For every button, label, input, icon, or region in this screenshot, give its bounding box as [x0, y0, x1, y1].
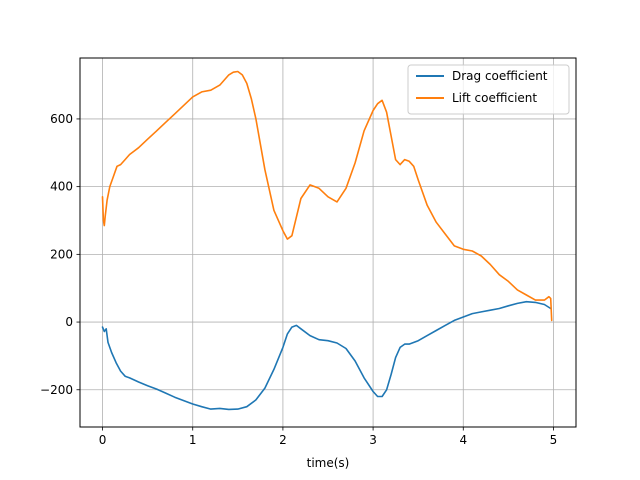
y-tick-label: 0: [65, 315, 73, 329]
x-tick-label: 2: [279, 433, 287, 447]
y-tick-label: 400: [50, 180, 73, 194]
y-tick-label: 200: [50, 247, 73, 261]
x-tick-label: 0: [99, 433, 107, 447]
grid: [80, 58, 576, 427]
plot-frame: [79, 57, 577, 428]
x-axis-label: time(s): [307, 456, 350, 470]
y-tick-label: 600: [50, 112, 73, 126]
legend-label-drag: Drag coefficient: [452, 69, 548, 83]
legend: Drag coefficient Lift coefficient: [407, 64, 570, 115]
x-tick-label: 5: [550, 433, 558, 447]
series-line-drag-coefficient: [101, 300, 552, 411]
legend-box: [407, 64, 570, 115]
x-tick-label: 4: [459, 433, 467, 447]
x-tick-label: 1: [189, 433, 197, 447]
series-lines: [101, 70, 553, 411]
y-tick-label: −200: [40, 383, 73, 397]
ticks: 0 1 2 3 4 5 −200 0 200 400 600: [40, 112, 557, 447]
legend-label-lift: Lift coefficient: [452, 91, 537, 105]
x-tick-label: 3: [369, 433, 377, 447]
series-line-lift-coefficient: [101, 70, 553, 322]
